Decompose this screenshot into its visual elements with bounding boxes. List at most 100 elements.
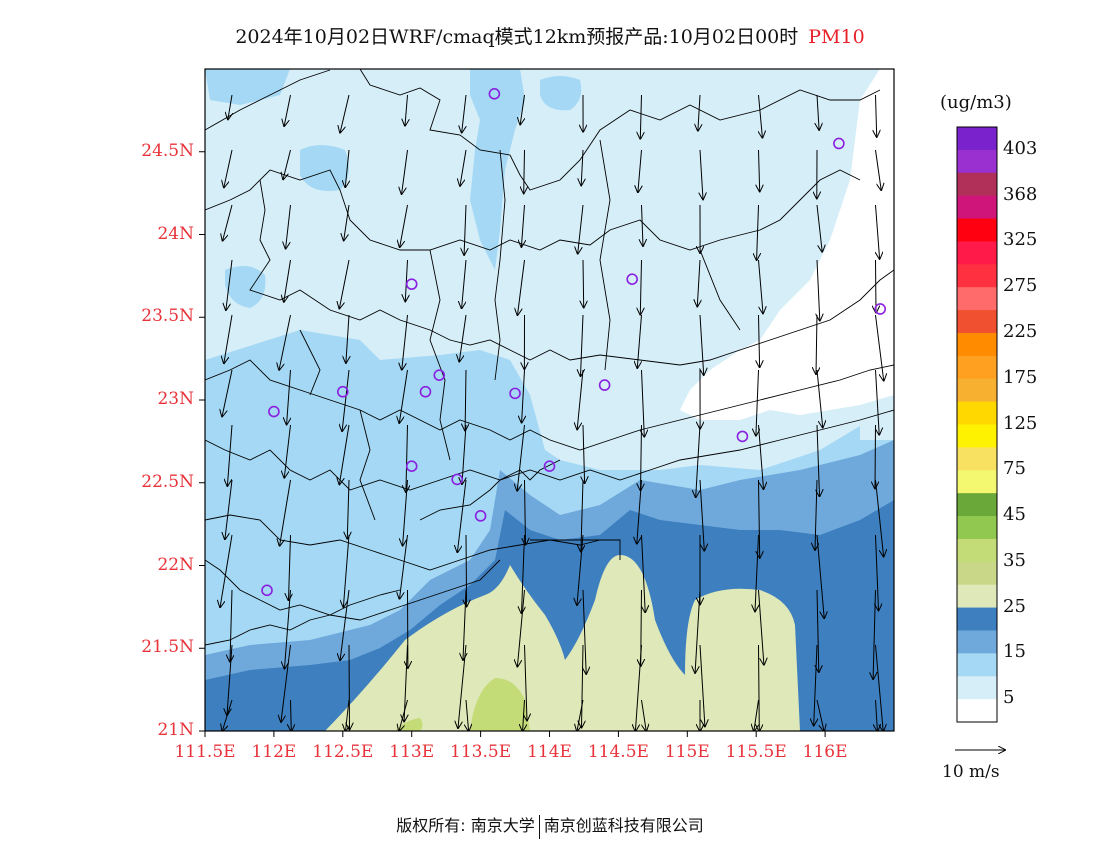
- wind-arrow: [876, 259, 877, 313]
- x-tick-label: 115.5E: [725, 742, 787, 762]
- wind-arrow: [402, 149, 408, 194]
- wind-arrow: [577, 699, 584, 731]
- wind-arrow: [759, 314, 760, 367]
- wind-arrow: [817, 259, 820, 321]
- wind-arrow: [223, 204, 233, 241]
- band-15-25-top4: [540, 76, 582, 111]
- colorbar-swatch: [957, 287, 997, 311]
- wind-vectors: [220, 94, 884, 731]
- colorbar-swatch: [957, 630, 997, 654]
- wind-arrow: [463, 589, 466, 660]
- station-marker: [474, 510, 487, 522]
- wind-arrow: [583, 589, 586, 674]
- monitoring-stations: [261, 88, 887, 597]
- x-tick-label: 113E: [389, 742, 435, 762]
- wind-arrow: [816, 314, 817, 374]
- colorbar-label: 403: [1003, 137, 1038, 159]
- title-text: 2024年10月02日WRF/cmaq模式12km预报产品:10月02日00时: [235, 26, 799, 48]
- wind-arrow: [459, 314, 467, 362]
- wind-arrow: [577, 369, 584, 429]
- wind-arrow: [339, 424, 350, 484]
- y-tick-label: 23N: [157, 389, 194, 409]
- colorbar-label: 368: [1003, 183, 1038, 205]
- x-tick-label: 116E: [802, 742, 848, 762]
- wind-arrow: [758, 424, 764, 489]
- wind-arrow: [346, 699, 350, 731]
- wind-arrow: [700, 149, 703, 199]
- station-marker: [543, 460, 556, 473]
- colorbar-label: 35: [1003, 549, 1026, 571]
- colorbar-swatch: [957, 378, 997, 403]
- wind-arrow: [759, 479, 760, 558]
- colorbar-swatch: [957, 149, 997, 174]
- wind-arrow: [696, 424, 701, 497]
- station-marker: [488, 88, 501, 100]
- colorbar-swatch: [957, 561, 997, 586]
- wind-arrow: [460, 149, 467, 186]
- wind-arrow: [638, 149, 642, 192]
- wind-arrow: [637, 479, 642, 544]
- wind-arrow: [345, 149, 349, 187]
- colorbar-swatch: [957, 401, 997, 425]
- wind-arrow: [759, 644, 760, 731]
- colorbar-swatch: [957, 676, 997, 700]
- wind-arrow: [291, 699, 292, 731]
- wind-arrow: [405, 259, 407, 301]
- colorbar-swatch: [957, 699, 997, 723]
- wind-arrow: [222, 369, 233, 416]
- wind-arrow: [640, 259, 641, 315]
- admin-boundaries: [205, 69, 894, 646]
- station-marker: [405, 460, 418, 473]
- station-marker: [874, 303, 887, 315]
- wind-arrow: [224, 314, 233, 363]
- chart-title: 2024年10月02日WRF/cmaq模式12km预报产品:10月02日00时 P…: [0, 22, 1100, 49]
- x-tick-label: 114.5E: [587, 742, 649, 762]
- station-marker: [833, 137, 845, 150]
- colorbar-swatch: [957, 355, 997, 380]
- wind-arrow: [757, 204, 759, 260]
- wind-arrow: [577, 534, 584, 605]
- wind-arrow: [517, 589, 525, 667]
- wind-arrow: [582, 644, 584, 727]
- wind-arrow: [284, 424, 291, 478]
- wind-arrow: [289, 534, 291, 600]
- x-tick-label: 113.5E: [450, 742, 512, 762]
- wind-arrow: [340, 589, 350, 660]
- wind-arrow: [525, 479, 526, 545]
- wind-arrow: [875, 479, 884, 556]
- station-marker: [268, 405, 280, 418]
- wind-arrow: [406, 424, 408, 492]
- wind-arrow: [279, 314, 291, 370]
- wind-arrow: [758, 589, 764, 665]
- colorbar-swatch: [957, 172, 997, 197]
- wind-arrow: [400, 204, 408, 247]
- wind-arrow: [578, 204, 584, 254]
- colorbar-label: 225: [1003, 320, 1038, 342]
- wind-arrow: [285, 589, 291, 669]
- wind-arrow: [875, 644, 884, 731]
- wind-arrow: [465, 369, 466, 431]
- wind-arrow: [520, 94, 524, 124]
- colorbar-swatch: [957, 538, 997, 563]
- wind-arrow: [641, 699, 647, 731]
- wind-arrow: [756, 369, 759, 436]
- wind-arrow: [758, 259, 764, 313]
- wind-arrow: [524, 149, 525, 193]
- station-marker: [419, 385, 432, 398]
- wind-arrow: [876, 369, 880, 435]
- footer: 版权所有: 南京大学 南京创蓝科技有限公司: [0, 812, 1100, 839]
- wind-arrow: [220, 534, 233, 607]
- wind-arrow: [228, 94, 232, 119]
- colorbar-swatch: [957, 493, 997, 517]
- wind-arrow: [344, 204, 350, 240]
- wind-arrow: [462, 94, 467, 133]
- wind-arrow: [340, 94, 350, 133]
- wind-arrow: [873, 589, 875, 679]
- colorbar-label: 25: [1003, 595, 1026, 617]
- y-tick-label: 22.5N: [141, 471, 194, 492]
- wind-arrow: [816, 369, 823, 427]
- wind-arrow: [759, 94, 763, 138]
- colorbar-label: 325: [1003, 229, 1038, 251]
- colorbar-swatch: [957, 310, 997, 334]
